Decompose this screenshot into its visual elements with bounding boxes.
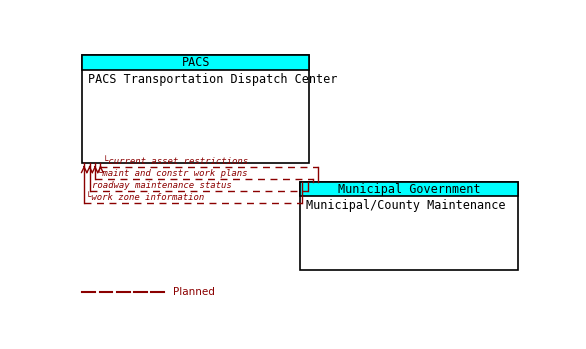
Bar (300, 181, 519, 270)
Text: Planned: Planned (173, 287, 215, 297)
Bar (82, 55, 309, 70)
Text: roadway maintenance status: roadway maintenance status (92, 181, 231, 190)
Text: └current asset restrictions: └current asset restrictions (103, 157, 248, 166)
Bar (300, 181, 519, 196)
Bar (82, 55, 309, 163)
Text: PACS: PACS (182, 56, 210, 69)
Text: Municipal Government: Municipal Government (338, 183, 481, 195)
Text: └work zone information: └work zone information (86, 193, 205, 202)
Text: Municipal/County Maintenance: Municipal/County Maintenance (306, 199, 505, 212)
Text: └maint and constr work plans: └maint and constr work plans (97, 167, 248, 178)
Text: PACS Transportation Dispatch Center: PACS Transportation Dispatch Center (88, 73, 337, 86)
